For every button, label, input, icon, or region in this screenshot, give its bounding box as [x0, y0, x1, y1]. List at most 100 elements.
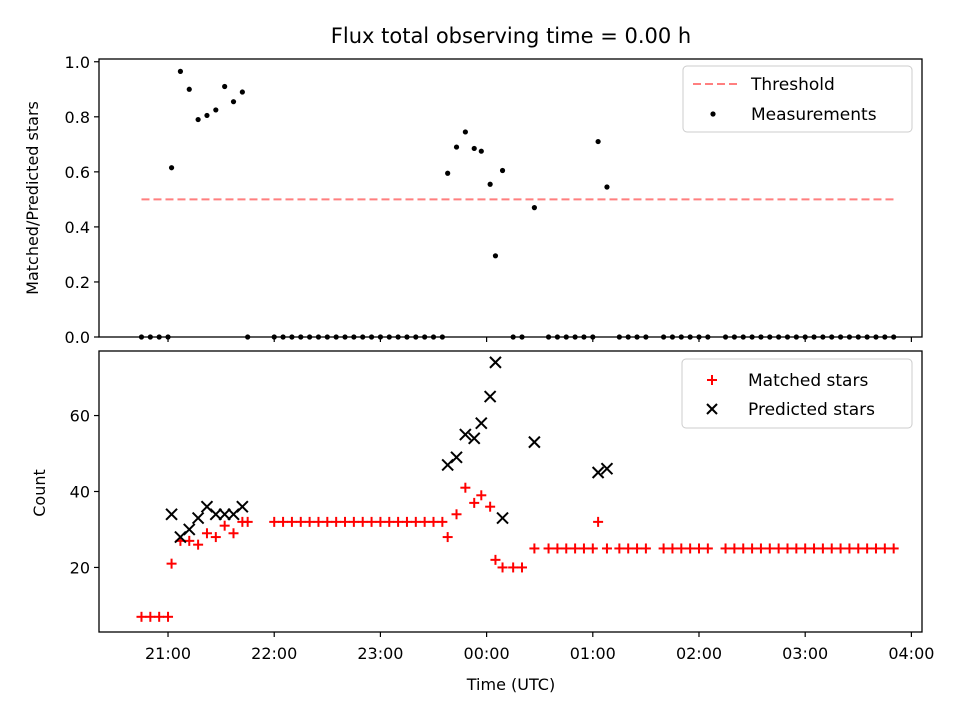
matched-star-point: [862, 543, 873, 554]
ratio-panel: Matched/Predicted stars 0.0 0.2 0.4 0.6 0.8 1…: [23, 53, 923, 347]
matched-star-point: [497, 562, 508, 573]
predicted-star-point: [600, 462, 614, 475]
matched-star-point: [393, 516, 404, 527]
matched-star-point: [685, 543, 696, 554]
measurement-point: [471, 145, 477, 152]
matched-star-point: [269, 516, 280, 527]
matched-star-point: [286, 516, 297, 527]
measurement-point: [213, 107, 219, 113]
matched-star-point: [720, 543, 731, 554]
matched-star-point: [826, 543, 837, 554]
matched-star-point: [313, 516, 324, 527]
measurement-point: [453, 144, 460, 150]
predicted-star-stroke-b: [468, 432, 481, 445]
predicted-star-stroke-b: [450, 451, 463, 464]
matched-star-point: [640, 543, 651, 554]
matched-star-point: [853, 543, 864, 554]
measurement-point: [222, 83, 228, 90]
measurement-point: [478, 148, 484, 154]
matched-star-point: [357, 516, 368, 527]
predicted-star-stroke-b: [183, 523, 196, 536]
predicted-star-stroke-b: [483, 390, 497, 403]
measurement-point: [195, 116, 201, 123]
predicted-star-stroke-b: [591, 466, 605, 479]
threshold-legend-label: Threshold: [750, 75, 835, 95]
matched-star-point: [401, 516, 412, 527]
ratio-y-tick-label: 0.0: [65, 328, 90, 347]
matched-star-point: [322, 516, 333, 527]
measurement-point: [604, 184, 610, 190]
predicted-star-stroke-b: [528, 435, 541, 449]
matched-star-point: [614, 543, 625, 554]
matched-star-point: [340, 516, 351, 527]
matched-star-point: [410, 516, 421, 527]
matched-star-point: [442, 532, 453, 543]
count-x-tick-label: 23:00: [357, 644, 403, 663]
matched-star-point: [587, 543, 598, 554]
predicted-star-stroke-b: [209, 508, 223, 521]
matched-star-point: [817, 543, 828, 554]
predicted-star-point: [236, 500, 249, 513]
count-x-tick-label: 01:00: [570, 644, 616, 663]
matched-star-point: [529, 543, 540, 554]
measurement-point: [595, 138, 601, 145]
figure-title: Flux total observing time = 0.00 h: [331, 24, 691, 48]
predicted-star-stroke-b: [218, 508, 231, 521]
predicted-star-point: [209, 508, 223, 521]
matched-star-point: [702, 543, 713, 554]
count-x-tick-label: 00:00: [464, 644, 510, 663]
predicted-star-stroke-b: [236, 500, 249, 513]
measurement-point: [487, 181, 493, 187]
matched-star-point: [166, 558, 177, 569]
matched-star-point: [570, 543, 581, 554]
matched-star-point: [136, 611, 147, 622]
matched-star-point: [844, 543, 855, 554]
measurements-legend-label: Measurements: [751, 105, 877, 125]
predicted-star-point: [528, 435, 541, 449]
predicted-star-stroke-b: [200, 500, 214, 513]
matched-star-point: [543, 543, 554, 554]
count-x-ticks: 21:00 22:00 23:00 00:00 01:00 02:00 03:00 04:00: [145, 632, 934, 663]
predicted-star-point: [591, 466, 605, 479]
matched-star-point: [809, 543, 820, 554]
matched-star-point: [593, 516, 604, 527]
count-x-tick-label: 22:00: [251, 644, 297, 663]
matched-star-point: [366, 516, 377, 527]
matched-star-point: [210, 532, 221, 543]
predicted-star-stroke-b: [600, 462, 614, 475]
matched-star-point: [163, 611, 174, 622]
matched-star-point: [782, 543, 793, 554]
matched-star-point: [693, 543, 704, 554]
measurement-point: [177, 68, 184, 74]
ratio-legend: Threshold Measurements: [682, 65, 913, 133]
measurement-point: [204, 112, 210, 119]
count-y-tick-label: 40: [70, 483, 90, 502]
matched-star-point: [485, 501, 496, 512]
matched-star-point: [508, 562, 519, 573]
predicted-star-stroke-b: [191, 511, 205, 525]
ratio-y-tick-label: 0.6: [65, 163, 90, 182]
matched-star-point: [747, 543, 758, 554]
matched-star-point: [623, 543, 634, 554]
predicted-legend-label: Predicted stars: [748, 400, 875, 420]
matched-star-point: [154, 611, 165, 622]
matched-star-point: [437, 516, 448, 527]
count-y-tick-label: 20: [70, 558, 90, 577]
matched-star-point: [658, 543, 669, 554]
matched-star-point: [219, 520, 230, 531]
predicted-star-point: [496, 511, 509, 525]
matched-star-point: [419, 516, 430, 527]
matched-star-point: [145, 611, 156, 622]
matched-legend-marker: [707, 375, 717, 385]
count-panel: Count Time (UTC) 20 40 60 21:00 22:00 23:00 0…: [30, 350, 934, 694]
measurements-legend-marker: [710, 111, 716, 117]
measurement-point: [445, 170, 451, 176]
matched-star-point: [193, 539, 204, 550]
count-plot-area: [136, 356, 899, 622]
ratio-y-axis-label: Matched/Predicted stars: [23, 101, 42, 295]
count-x-tick-label: 21:00: [145, 644, 191, 663]
matched-star-point: [791, 543, 802, 554]
count-plot-frame: [98, 350, 923, 633]
matched-star-point: [755, 543, 766, 554]
